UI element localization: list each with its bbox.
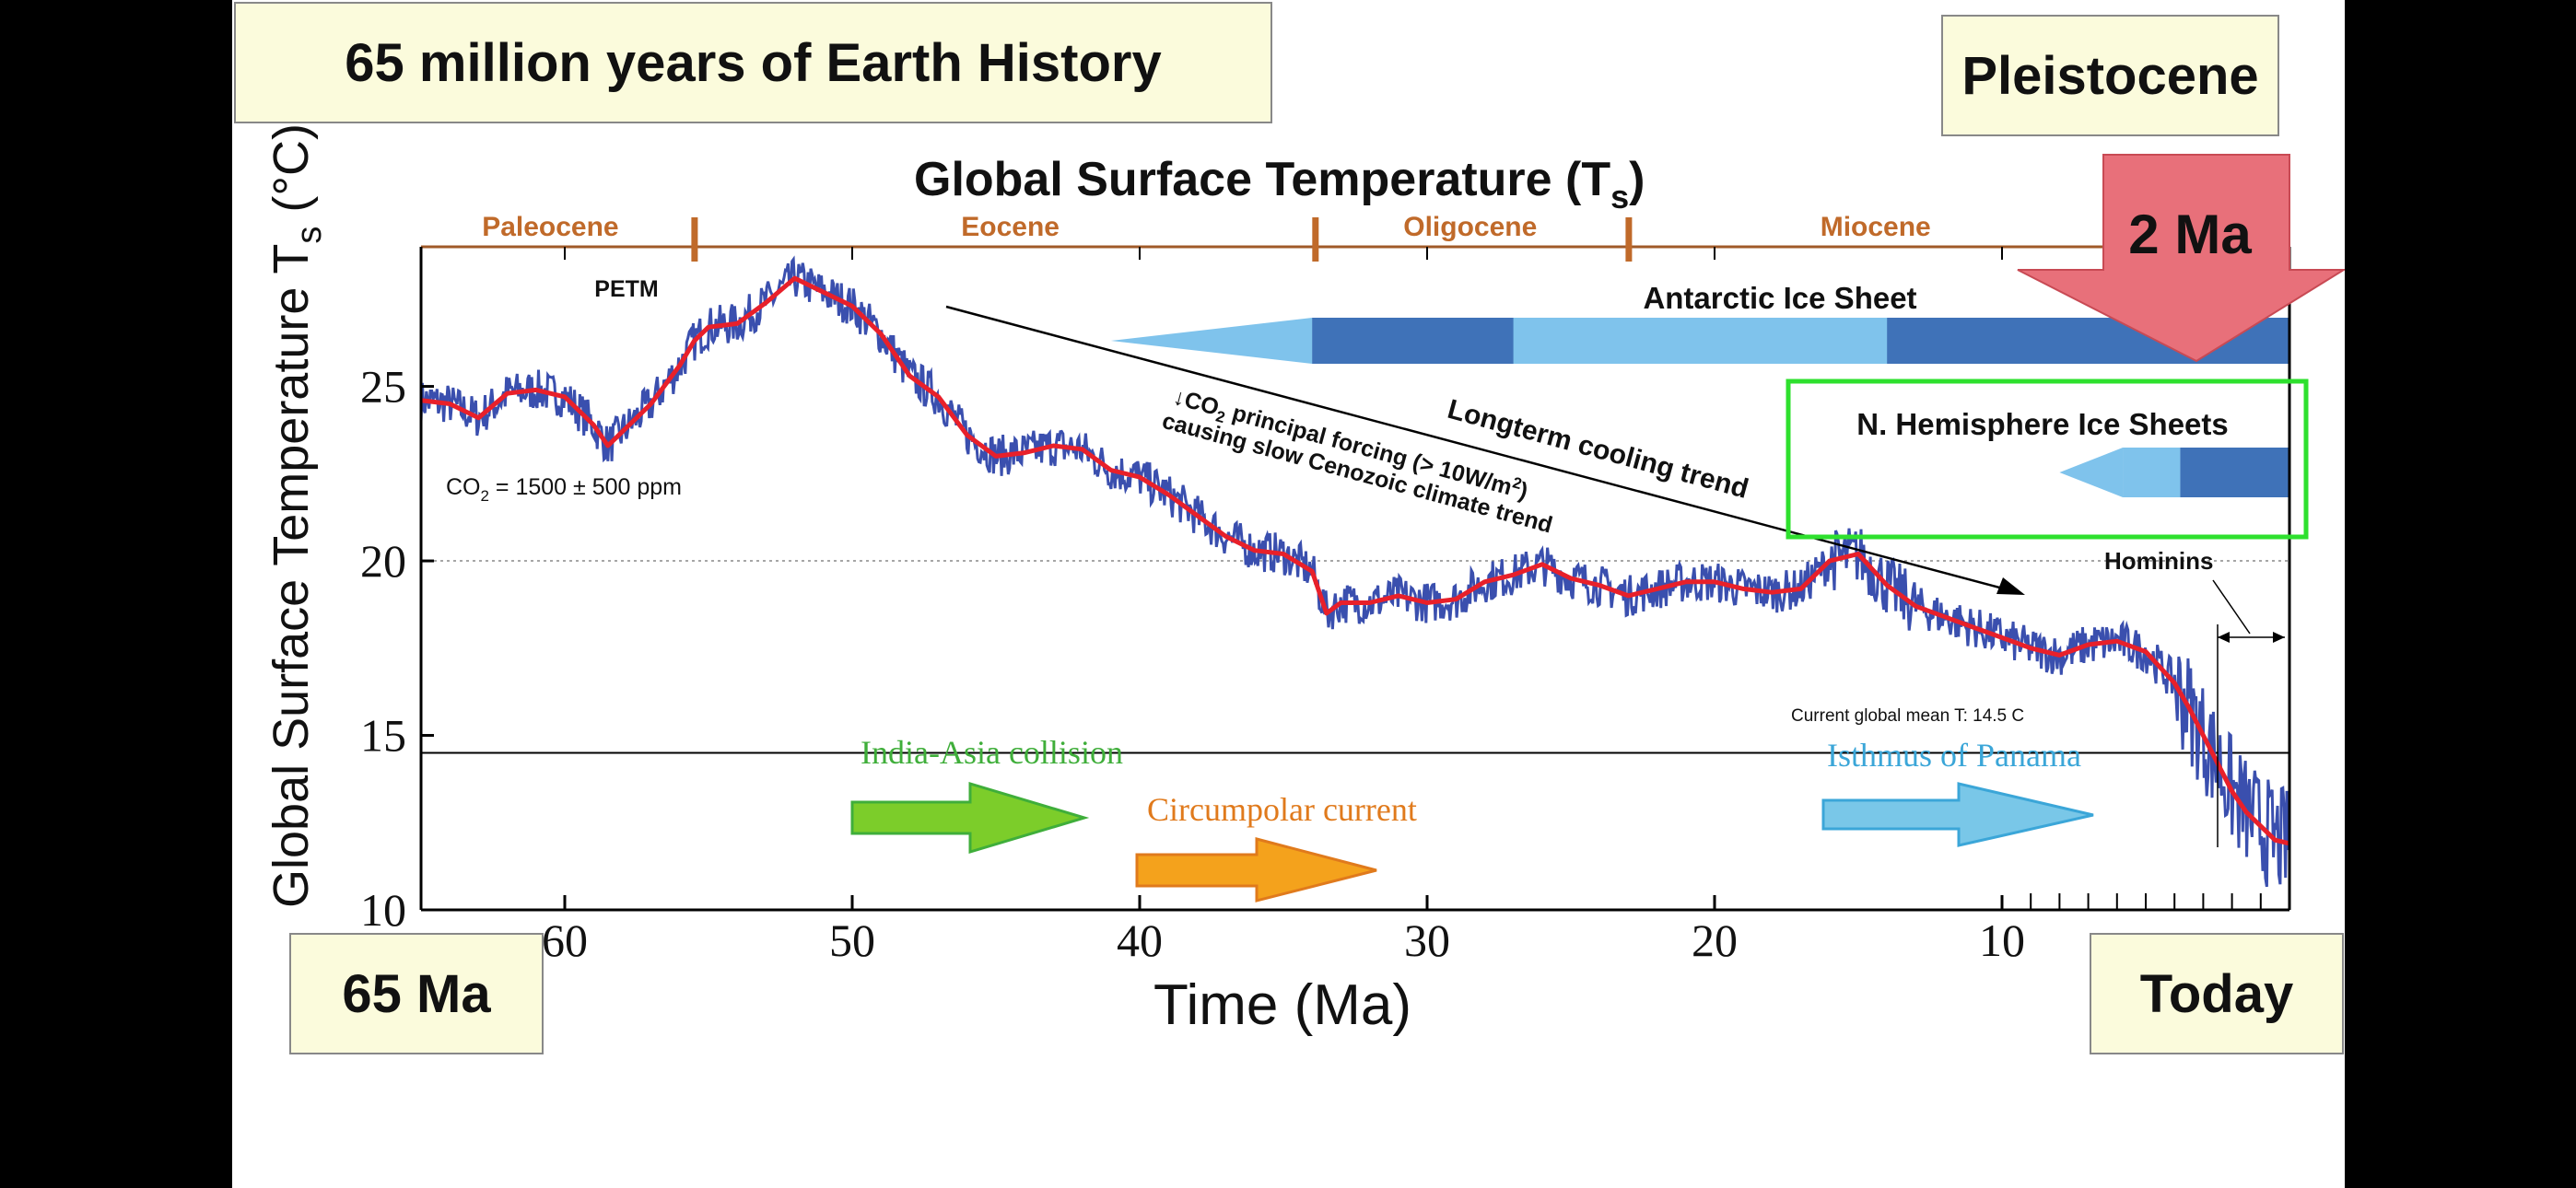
antarctic-bar-dark-early bbox=[1312, 318, 1514, 364]
antarctic-label: Antarctic Ice Sheet bbox=[1643, 281, 1916, 315]
reference-lines bbox=[421, 560, 2289, 754]
current-mean-label: Current global mean T: 14.5 C bbox=[1791, 706, 2024, 726]
chart-title-main: Global Surface Temperature (T bbox=[914, 153, 1610, 206]
co2-label-co: CO bbox=[446, 474, 481, 500]
co2-label-value: = 1500 ± 500 ppm bbox=[489, 474, 682, 500]
epoch-label: Eocene bbox=[961, 212, 1060, 242]
chart-title: Global Surface Temperature (Ts) bbox=[914, 153, 1645, 215]
epoch-boundary bbox=[1625, 217, 1633, 262]
hominins-pointer bbox=[2212, 579, 2251, 635]
cooling-trend-arrow bbox=[945, 305, 2018, 594]
india-asia-label: India-Asia collision bbox=[861, 734, 1123, 771]
y-axis-label-sub: s bbox=[290, 227, 329, 244]
co2-label-sub: 2 bbox=[481, 487, 489, 505]
annotations: PETM CO2 = 1500 ± 500 ppm Longterm cooli… bbox=[446, 276, 2309, 903]
circumpolar-label: Circumpolar current bbox=[1147, 791, 1417, 828]
x-tick-label: 10 bbox=[1979, 914, 2025, 966]
hominins-span-head-left bbox=[2218, 632, 2230, 643]
nh-bar-light bbox=[2123, 448, 2181, 497]
x-tick-label: 60 bbox=[542, 914, 588, 966]
series-layer bbox=[421, 255, 2289, 888]
epoch-label: Miocene bbox=[1821, 212, 1931, 242]
y-tick-label: 20 bbox=[360, 535, 406, 587]
y-axis-label: Global Surface Temperature Ts (°C) bbox=[263, 123, 329, 908]
x-tick-label: 40 bbox=[1117, 914, 1163, 966]
x-axis-label: Time (Ma) bbox=[1153, 973, 1411, 1037]
panama-label: Isthmus of Panama bbox=[1827, 737, 2081, 774]
y-axis-label-sym: T bbox=[263, 244, 319, 274]
start-time-label: 65 Ma bbox=[289, 933, 544, 1054]
chart-title-end: ) bbox=[1629, 153, 1645, 206]
nh-ice-label: N. Hemisphere Ice Sheets bbox=[1856, 407, 2229, 441]
epoch-boundary bbox=[691, 217, 698, 262]
temperature-chart: Global Surface Temperature (Ts) Paleocen… bbox=[263, 123, 2345, 1037]
today-label: Today bbox=[2090, 933, 2344, 1054]
y-tick-label: 15 bbox=[360, 710, 406, 762]
epoch-bar: Paleocene Eocene Oligocene Miocene bbox=[421, 212, 2289, 262]
axes bbox=[419, 247, 2291, 912]
y-tick-label: 25 bbox=[360, 361, 406, 413]
hominins-span-head-right bbox=[2273, 632, 2285, 643]
x-tick-label: 50 bbox=[829, 914, 875, 966]
cooling-trend-arrowhead bbox=[1996, 577, 2025, 595]
ticks-layer: 60 50 40 30 20 10 10 15 20 25 bbox=[360, 247, 2262, 966]
slide-title: 65 million years of Earth History bbox=[234, 2, 1272, 123]
pleistocene-label: Pleistocene bbox=[1941, 15, 2279, 136]
nh-bar-dark bbox=[2180, 448, 2289, 497]
epoch-label: Oligocene bbox=[1403, 212, 1537, 242]
panama-arrow bbox=[1821, 782, 2094, 847]
x-tick-label: 20 bbox=[1692, 914, 1738, 966]
y-axis-label-text: Global Surface Temperature bbox=[263, 287, 319, 908]
two-ma-arrow-label: 2 Ma bbox=[2128, 204, 2252, 265]
x-tick-label: 30 bbox=[1404, 914, 1450, 966]
nh-bar-tip bbox=[2059, 448, 2124, 497]
co2-label: CO2 = 1500 ± 500 ppm bbox=[446, 474, 682, 505]
india-asia-arrow bbox=[850, 781, 1090, 855]
hominins-label: Hominins bbox=[2104, 547, 2213, 575]
epoch-label: Paleocene bbox=[482, 212, 618, 242]
epoch-boundary bbox=[1312, 217, 1319, 262]
y-tick-label: 10 bbox=[360, 884, 406, 936]
antarctic-bar-tip bbox=[1110, 318, 1313, 364]
circumpolar-arrow bbox=[1135, 837, 1377, 903]
petm-label: PETM bbox=[594, 276, 658, 302]
slide: Global Surface Temperature (Ts) Paleocen… bbox=[232, 0, 2345, 1188]
y-axis-label-unit: (°C) bbox=[263, 123, 319, 213]
two-ma-arrow-shape bbox=[2017, 154, 2345, 363]
two-ma-arrow: 2 Ma bbox=[2017, 154, 2345, 363]
chart-title-sub: s bbox=[1610, 178, 1629, 215]
nh-ice-box bbox=[1786, 379, 2309, 540]
